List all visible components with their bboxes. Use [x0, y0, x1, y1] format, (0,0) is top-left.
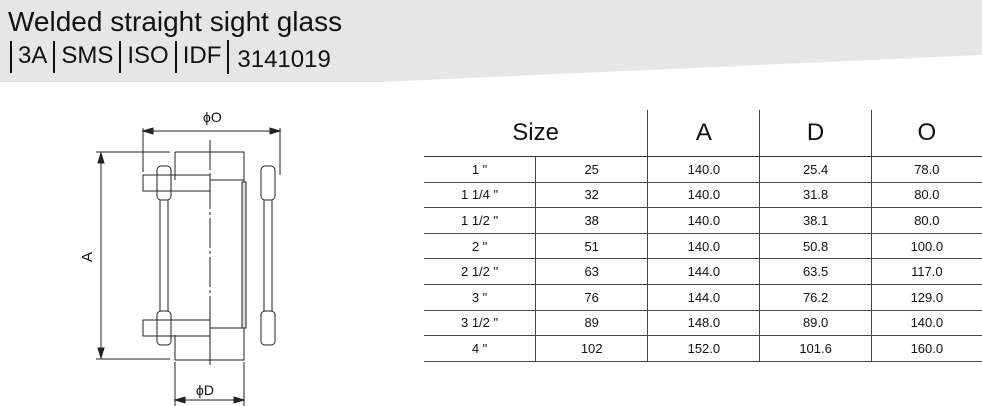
a-value: 140.0	[647, 207, 760, 234]
a-value: 140.0	[647, 156, 760, 183]
standard-iso: ISO	[119, 41, 174, 73]
size-mm: 32	[535, 182, 648, 209]
header-a: A	[647, 110, 760, 157]
o-value: 129.0	[870, 284, 982, 311]
d-value: 101.6	[759, 335, 872, 362]
size-inch: 2 "	[424, 233, 536, 260]
table-row: 3 1/2 " 89 148.0 89.0 140.0	[424, 310, 982, 337]
o-value: 80.0	[870, 207, 982, 234]
size-inch: 2 1/2 "	[424, 258, 536, 285]
o-value: 140.0	[870, 310, 982, 337]
a-value: 140.0	[647, 182, 760, 209]
header-banner	[0, 0, 982, 82]
page-title: Welded straight sight glass	[8, 6, 343, 37]
header-size: Size	[424, 110, 648, 157]
size-mm: 38	[535, 207, 648, 234]
table-row: 1 1/4 " 32 140.0 31.8 80.0	[424, 182, 982, 209]
d-value: 31.8	[759, 182, 872, 209]
a-value: 144.0	[647, 258, 760, 285]
label-o: ϕO	[203, 109, 222, 125]
dimensions-table: Size A D O 1 " 25 140.0 25.4 78.0 1 1/4 " 32 14…	[424, 110, 982, 362]
size-mm: 63	[535, 258, 648, 285]
d-value: 63.5	[759, 258, 872, 285]
a-value: 148.0	[647, 310, 760, 337]
size-mm: 25	[535, 156, 648, 183]
table-row: 3 " 76 144.0 76.2 129.0	[424, 284, 982, 311]
size-inch: 3 1/2 "	[424, 310, 536, 337]
o-value: 100.0	[870, 233, 982, 260]
standards-list: 3A SMS ISO IDF 3141019	[10, 40, 331, 74]
size-mm: 76	[535, 284, 648, 311]
a-value: 152.0	[647, 335, 760, 362]
table-row: 1 " 25 140.0 25.4 78.0	[424, 156, 982, 183]
table-header-row: Size A D O	[424, 110, 982, 157]
standard-sms: SMS	[53, 41, 119, 73]
d-value: 50.8	[759, 233, 872, 260]
size-inch: 1 "	[424, 156, 536, 183]
d-value: 76.2	[759, 284, 872, 311]
o-value: 80.0	[870, 182, 982, 209]
size-mm: 51	[535, 233, 648, 260]
standard-3a: 3A	[10, 41, 53, 73]
d-value: 38.1	[759, 207, 872, 234]
d-value: 25.4	[759, 156, 872, 183]
size-inch: 1 1/2 "	[424, 207, 536, 234]
size-inch: 1 1/4 "	[424, 182, 536, 209]
table-row: 2 " 51 140.0 50.8 100.0	[424, 233, 982, 260]
table-row: 1 1/2 " 38 140.0 38.1 80.0	[424, 207, 982, 234]
a-value: 144.0	[647, 284, 760, 311]
size-inch: 4 "	[424, 335, 536, 362]
o-value: 117.0	[870, 258, 982, 285]
header-d: D	[759, 110, 872, 157]
a-value: 140.0	[647, 233, 760, 260]
d-value: 89.0	[759, 310, 872, 337]
label-a: A	[79, 252, 96, 262]
size-mm: 89	[535, 310, 648, 337]
header-o: O	[870, 110, 982, 157]
label-d: ϕD	[196, 382, 214, 398]
table-row: 4 " 102 152.0 101.6 160.0	[424, 335, 982, 362]
table-row: 2 1/2 " 63 144.0 63.5 117.0	[424, 258, 982, 285]
size-inch: 3 "	[424, 284, 536, 311]
o-value: 78.0	[870, 156, 982, 183]
size-mm: 102	[535, 335, 648, 362]
o-value: 160.0	[870, 335, 982, 362]
product-code: 3141019	[227, 40, 331, 74]
technical-drawing: ϕO A ϕD	[79, 109, 282, 406]
standard-idf: IDF	[174, 41, 228, 73]
